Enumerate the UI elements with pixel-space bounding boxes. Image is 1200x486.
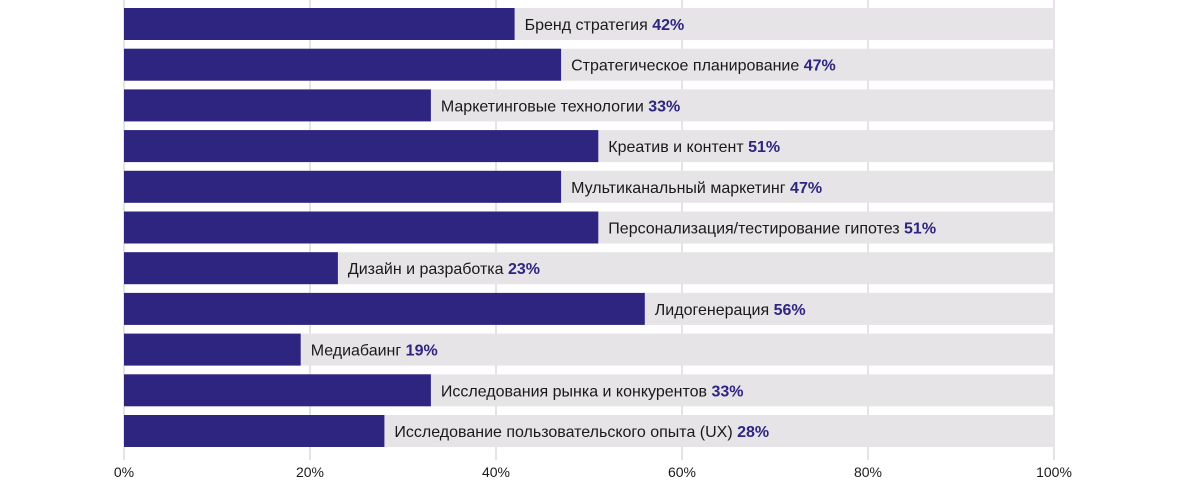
bar-value-label: 33% bbox=[648, 98, 680, 115]
bars bbox=[124, 8, 645, 447]
bar-label: Маркетинговые технологии 33% bbox=[441, 98, 680, 115]
bar bbox=[124, 415, 385, 447]
bar bbox=[124, 292, 645, 325]
bar-value-label: 51% bbox=[904, 221, 936, 238]
bar bbox=[124, 130, 599, 163]
bar-value-label: 56% bbox=[774, 302, 806, 319]
bar-category-label: Персонализация/тестирование гипотез bbox=[608, 221, 904, 238]
bar-label: Исследования рынка и конкурентов 33% bbox=[441, 383, 744, 400]
x-tick-label: 20% bbox=[296, 464, 324, 480]
bar-category-label: Лидогенерация bbox=[655, 302, 774, 319]
bar-label: Лидогенерация 56% bbox=[655, 302, 806, 319]
bar-category-label: Медиабаинг bbox=[311, 343, 406, 360]
bar-category-label: Бренд стратегия bbox=[525, 17, 653, 34]
bar-value-label: 42% bbox=[652, 17, 684, 34]
x-tick-label: 100% bbox=[1036, 464, 1072, 480]
bar bbox=[124, 333, 301, 366]
bar-label: Персонализация/тестирование гипотез 51% bbox=[608, 221, 936, 238]
bar-label: Мультиканальный маркетинг 47% bbox=[571, 180, 822, 197]
x-tick-label: 0% bbox=[114, 464, 134, 480]
bar-value-label: 47% bbox=[804, 58, 836, 75]
bar bbox=[124, 211, 599, 244]
bar-labels: Бренд стратегия 42% Стратегическое планир… bbox=[311, 17, 936, 441]
x-tick-label: 80% bbox=[854, 464, 882, 480]
x-tick-label: 40% bbox=[482, 464, 510, 480]
bar-value-label: 47% bbox=[790, 180, 822, 197]
bar bbox=[124, 252, 338, 285]
bar-label: Стратегическое планирование 47% bbox=[571, 58, 836, 75]
bar-value-label: 19% bbox=[406, 343, 438, 360]
bar bbox=[124, 8, 515, 40]
bar bbox=[124, 89, 431, 122]
bar-label: Дизайн и разработка 23% bbox=[348, 261, 540, 278]
bar-label: Медиабаинг 19% bbox=[311, 343, 438, 360]
bar-label: Исследование пользовательского опыта (UX… bbox=[394, 424, 769, 441]
bar-category-label: Стратегическое планирование bbox=[571, 58, 804, 75]
bar-category-label: Маркетинговые технологии bbox=[441, 98, 648, 115]
bar bbox=[124, 48, 562, 81]
x-tick-label: 60% bbox=[668, 464, 696, 480]
bar-value-label: 28% bbox=[737, 424, 769, 441]
bar-category-label: Дизайн и разработка bbox=[348, 261, 508, 278]
bar-value-label: 33% bbox=[711, 383, 743, 400]
bar-category-label: Мультиканальный маркетинг bbox=[571, 180, 790, 197]
bar-label: Креатив и контент 51% bbox=[608, 139, 780, 156]
bar bbox=[124, 374, 431, 407]
x-axis-ticks: 0% 20% 40% 60% 80% 100% bbox=[114, 464, 1072, 480]
bar bbox=[124, 170, 562, 203]
bar-value-label: 51% bbox=[748, 139, 780, 156]
bar-category-label: Исследование пользовательского опыта (UX… bbox=[394, 424, 737, 441]
bar-category-label: Креатив и контент bbox=[608, 139, 748, 156]
bar-label: Бренд стратегия 42% bbox=[525, 17, 685, 34]
bar-value-label: 23% bbox=[508, 261, 540, 278]
bar-category-label: Исследования рынка и конкурентов bbox=[441, 383, 712, 400]
